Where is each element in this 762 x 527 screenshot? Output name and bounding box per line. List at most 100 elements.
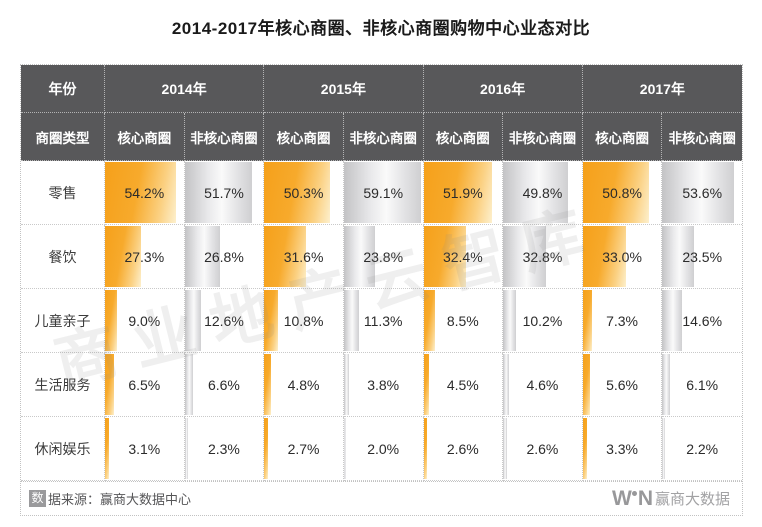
logo-dot-icon [631,491,637,496]
table-cell: 23.8% [343,225,424,289]
cell-value: 3.1% [128,440,161,457]
row-label: 生活服务 [34,376,91,393]
cell-value: 4.6% [526,376,559,393]
table-cell: 49.8% [503,161,583,225]
table-cell: 26.8% [184,225,265,289]
cell-value: 6.6% [207,376,240,393]
core-bar [264,226,306,287]
row-label: 餐饮 [48,248,77,265]
core-bar [264,418,268,479]
cell-value: 51.7% [204,184,244,201]
table-cell: 4.6% [503,353,583,417]
noncore-bar [184,418,188,479]
subheader-core-2015: 核心商圈 [264,113,344,161]
page-title: 2014-2017年核心商圈、非核心商圈购物中心业态对比 [171,19,591,38]
core-bar [423,290,435,351]
table-cell: 10.2% [503,289,583,353]
noncore-bar [184,290,202,351]
table-cell: 59.1% [343,161,424,225]
subheader-noncore-2016: 非核心商圈 [503,113,583,161]
core-bar [582,226,626,287]
table-cell: 2.0% [343,417,424,481]
cell-value: 23.5% [682,248,723,265]
noncore-bar [184,354,194,415]
table-cell: 23.5% [662,225,742,289]
table-cell: 10.8% [264,289,344,353]
cell-value: 9.0% [128,312,161,329]
header-year-2017: 2017年 [582,65,742,113]
subheader-noncore-2014: 非核心商圈 [184,113,265,161]
table-cell: 2.7% [264,417,344,481]
noncore-bar [662,226,694,287]
table-cell: 2.2% [662,417,742,481]
table-cell: 31.6% [264,225,344,289]
noncore-bar [343,226,376,287]
core-bar [423,162,492,223]
noncore-bar [343,354,349,415]
cell-value: 2.2% [686,440,719,457]
table-cell: 51.7% [184,161,265,225]
row-label-cell: 零售 [21,161,105,225]
cell-value: 59.1% [363,184,404,201]
noncore-bar [343,162,422,223]
table-cell: 32.8% [503,225,583,289]
core-bar [264,354,271,415]
data-source: 数 据来源：赢商大数据中心 [29,489,191,508]
core-bar [423,354,430,415]
noncore-bar [503,162,569,223]
core-bar [582,354,591,415]
noncore-bar [503,354,510,415]
cell-value: 32.8% [522,248,563,265]
cell-value: 6.5% [128,376,161,393]
cell-value: 3.8% [367,376,400,393]
cell-value: 50.3% [283,184,324,201]
row-label-cell: 餐饮 [21,225,105,289]
table-cell: 3.1% [105,417,185,481]
core-bar [423,226,466,287]
header-year-2015: 2015年 [264,65,424,113]
noncore-bar [184,226,220,287]
cell-value: 2.6% [446,440,479,457]
noncore-bar [662,354,671,415]
noncore-bar [343,418,347,479]
core-bar [582,162,650,223]
logo-letter-n: N [637,487,653,510]
row-label: 零售 [48,184,77,201]
cell-value: 27.3% [124,248,165,265]
core-bar [264,162,331,223]
header-type-label: 商圈类型 [21,113,105,161]
cell-value: 12.6% [204,312,244,329]
cell-value: 2.6% [526,440,559,457]
cell-value: 50.8% [602,184,642,201]
core-bar [423,418,427,479]
table-cell: 32.4% [423,225,504,289]
table-cell: 2.6% [423,417,504,481]
cell-value: 10.2% [522,312,563,329]
row-label: 休闲娱乐 [34,440,91,457]
cell-value: 14.6% [682,312,723,329]
table-cell: 3.8% [343,353,424,417]
cell-value: 53.6% [682,184,723,201]
row-label-cell: 生活服务 [21,353,105,417]
core-bar [105,162,177,223]
table-cell: 6.6% [184,353,265,417]
cell-value: 6.1% [686,376,719,393]
table-cell: 2.3% [184,417,265,481]
source-badge: 数 [29,490,46,507]
source-text: 据来源：赢商大数据中心 [48,492,192,507]
cell-value: 7.3% [606,312,639,329]
row-label-cell: 休闲娱乐 [21,417,105,481]
table-cell: 12.6% [184,289,265,353]
core-bar [105,290,117,351]
table-cell: 53.6% [662,161,742,225]
core-bar [582,418,588,479]
cell-value: 26.8% [204,248,244,265]
cell-value: 4.5% [446,376,479,393]
header-year-2014: 2014年 [105,65,265,113]
cell-value: 11.3% [363,312,403,329]
core-bar [582,290,593,351]
noncore-bar [662,290,682,351]
